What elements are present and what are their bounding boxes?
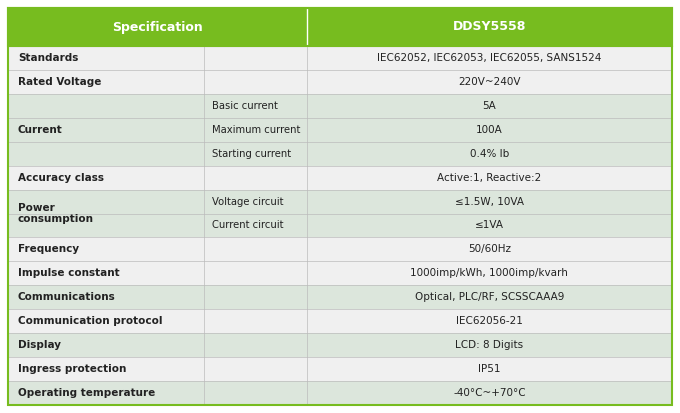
- Text: IP51: IP51: [478, 364, 500, 374]
- Bar: [8, 70, 672, 94]
- Bar: [8, 285, 672, 309]
- Text: Ingress protection: Ingress protection: [18, 364, 126, 374]
- Bar: [8, 94, 672, 118]
- Text: Standards: Standards: [18, 53, 78, 63]
- Text: Active:1, Reactive:2: Active:1, Reactive:2: [437, 173, 541, 183]
- Text: Current circuit: Current circuit: [212, 221, 284, 230]
- Text: Maximum current: Maximum current: [212, 125, 301, 135]
- Bar: [8, 118, 672, 142]
- Text: -40°C~+70°C: -40°C~+70°C: [453, 388, 526, 398]
- Bar: [307, 8, 672, 46]
- Text: Starting current: Starting current: [212, 149, 291, 159]
- Bar: [8, 357, 672, 381]
- Text: Communication protocol: Communication protocol: [18, 316, 163, 326]
- Text: IEC62052, IEC62053, IEC62055, SANS1524: IEC62052, IEC62053, IEC62055, SANS1524: [377, 53, 602, 63]
- Text: Frequency: Frequency: [18, 244, 79, 254]
- Bar: [8, 190, 672, 214]
- Bar: [8, 261, 672, 285]
- Bar: [8, 142, 672, 166]
- Text: Basic current: Basic current: [212, 101, 277, 111]
- Text: Voltage circuit: Voltage circuit: [212, 197, 284, 206]
- Bar: [8, 46, 672, 70]
- Text: LCD: 8 Digits: LCD: 8 Digits: [456, 340, 524, 350]
- Bar: [8, 8, 307, 46]
- Text: Power
consumption: Power consumption: [18, 203, 94, 224]
- Bar: [8, 214, 672, 237]
- Text: Impulse constant: Impulse constant: [18, 268, 120, 278]
- Text: ≤1.5W, 10VA: ≤1.5W, 10VA: [455, 197, 524, 206]
- Bar: [8, 8, 672, 46]
- Text: Current: Current: [18, 125, 63, 135]
- Bar: [8, 166, 672, 190]
- Text: Specification: Specification: [112, 21, 203, 33]
- Text: Display: Display: [18, 340, 61, 350]
- Bar: [8, 333, 672, 357]
- Text: 50/60Hz: 50/60Hz: [468, 244, 511, 254]
- Text: Optical, PLC/RF, SCSSCAAA9: Optical, PLC/RF, SCSSCAAA9: [415, 292, 564, 302]
- Text: 1000imp/kWh, 1000imp/kvarh: 1000imp/kWh, 1000imp/kvarh: [411, 268, 568, 278]
- Bar: [8, 237, 672, 261]
- Text: ≤1VA: ≤1VA: [475, 221, 504, 230]
- Text: 0.4% Ib: 0.4% Ib: [470, 149, 509, 159]
- Text: IEC62056-21: IEC62056-21: [456, 316, 523, 326]
- Text: 100A: 100A: [476, 125, 503, 135]
- Text: Operating temperature: Operating temperature: [18, 388, 155, 398]
- Text: DDSY5558: DDSY5558: [453, 21, 526, 33]
- Text: Rated Voltage: Rated Voltage: [18, 77, 101, 87]
- Bar: [8, 309, 672, 333]
- Text: Accuracy class: Accuracy class: [18, 173, 104, 183]
- Bar: [8, 381, 672, 405]
- Text: Communications: Communications: [18, 292, 116, 302]
- Text: 5A: 5A: [483, 101, 496, 111]
- Text: 220V~240V: 220V~240V: [458, 77, 521, 87]
